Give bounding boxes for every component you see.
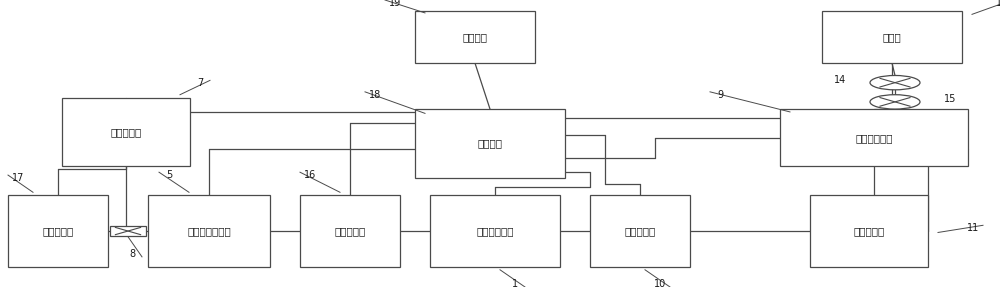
Circle shape — [870, 95, 920, 109]
Bar — [8, 195, 108, 267]
Bar — [822, 11, 962, 63]
Circle shape — [870, 75, 920, 90]
Text: 10: 10 — [654, 279, 666, 287]
Text: 17: 17 — [12, 173, 24, 183]
Text: 第一电磁阀: 第一电磁阀 — [624, 226, 656, 236]
Bar — [415, 11, 535, 63]
Text: 11: 11 — [967, 223, 979, 233]
Text: 冷媒回收罐: 冷媒回收罐 — [110, 127, 142, 137]
Text: 真空泵: 真空泵 — [883, 32, 901, 42]
Text: 7: 7 — [197, 78, 203, 88]
Text: 18: 18 — [369, 90, 381, 100]
Bar — [110, 226, 146, 236]
Text: 冷媒充注机构: 冷媒充注机构 — [855, 133, 893, 143]
Bar — [62, 98, 190, 166]
Bar — [148, 195, 270, 267]
Text: 15: 15 — [944, 94, 956, 104]
Text: 1: 1 — [512, 279, 518, 287]
Text: 压力传感器: 压力传感器 — [334, 226, 366, 236]
Bar — [810, 195, 928, 267]
Bar — [590, 195, 690, 267]
Text: 电子膨胀阀: 电子膨胀阀 — [42, 226, 74, 236]
Text: 总控制器: 总控制器 — [478, 139, 503, 148]
Text: 16: 16 — [304, 170, 316, 180]
Text: 第一计流器: 第一计流器 — [853, 226, 885, 236]
Text: 监控模块: 监控模块 — [462, 32, 488, 42]
Bar — [300, 195, 400, 267]
Text: 室外空调机组: 室外空调机组 — [476, 226, 514, 236]
Text: 第一高压电磁阀: 第一高压电磁阀 — [187, 226, 231, 236]
Text: 5: 5 — [166, 170, 172, 180]
Bar — [430, 195, 560, 267]
Text: 14: 14 — [834, 75, 846, 85]
Text: 9: 9 — [717, 90, 723, 100]
Bar — [780, 109, 968, 166]
Text: 13: 13 — [996, 0, 1000, 8]
Text: 19: 19 — [389, 0, 401, 8]
Text: 8: 8 — [129, 249, 135, 259]
Bar — [415, 109, 565, 178]
